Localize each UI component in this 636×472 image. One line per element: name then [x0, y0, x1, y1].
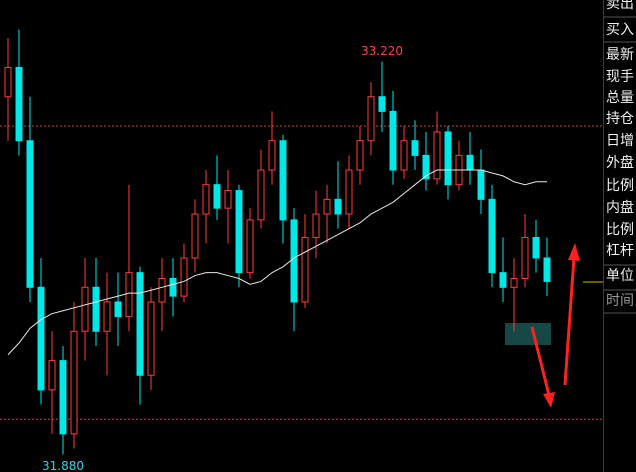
candle-body [202, 184, 210, 215]
side-label: 最新 [606, 47, 634, 63]
candle-body [103, 301, 111, 332]
candle-body [180, 257, 188, 297]
candle-body [136, 272, 144, 376]
candle-body [543, 257, 551, 282]
side-label: 卖出 [606, 0, 634, 12]
candle-body [257, 169, 265, 221]
side-label: 内盘 [606, 199, 634, 216]
side-label: 买入 [606, 22, 634, 38]
arrows [530, 243, 580, 408]
moving-average [7, 169, 547, 356]
side-label: 时间 [606, 293, 634, 309]
candle-body [466, 154, 474, 171]
side-label: 杠杆 [606, 243, 634, 259]
candle-body [422, 154, 430, 180]
side-label: 单位 [606, 268, 634, 284]
side-label: 比例 [606, 222, 634, 238]
arrow-head [543, 392, 555, 408]
candle-body [367, 96, 375, 142]
candle-body [312, 213, 320, 238]
blurred-box [505, 323, 551, 345]
candle-body [433, 131, 441, 180]
candle-body [378, 96, 386, 112]
extreme-label: 33.220 [361, 44, 403, 58]
side-label: 总量 [606, 90, 634, 106]
arrow-head [568, 243, 580, 261]
candle-body [235, 190, 243, 274]
candle-body [521, 236, 529, 280]
candle-body [389, 110, 397, 171]
candle-body [268, 140, 276, 171]
candle-body [345, 169, 353, 215]
candle-body [15, 66, 23, 142]
candle-body [510, 278, 518, 288]
side-label: 外盘 [606, 154, 634, 171]
candle-body [290, 219, 298, 303]
candle-body [400, 140, 408, 171]
candle-body [37, 286, 45, 391]
arrow-up [563, 257, 576, 386]
candle-body [499, 272, 507, 288]
candle-body [356, 140, 364, 171]
candle-body [532, 236, 540, 259]
candle-body [48, 360, 56, 391]
candle-body [246, 219, 254, 274]
candle-body [125, 272, 133, 318]
candle-body [59, 360, 67, 435]
candle-body [147, 301, 155, 376]
candle-body [213, 184, 221, 209]
side-label: 比例 [606, 178, 634, 194]
candle-body [279, 140, 287, 221]
candle-body [158, 278, 166, 303]
candle-body [334, 198, 342, 215]
candle-body [70, 330, 78, 435]
candle-body [92, 286, 100, 332]
candle-body [191, 213, 199, 259]
side-label: 现手 [606, 69, 634, 85]
extreme-label: 31.880 [42, 459, 84, 472]
candle-body [411, 140, 419, 156]
candle-body [444, 131, 452, 186]
candle-body [114, 301, 122, 318]
candle-body [169, 278, 177, 297]
side-label: 持仓 [606, 111, 634, 127]
candle-body [26, 140, 34, 288]
candle-body [323, 198, 331, 215]
candle-body [477, 169, 485, 200]
arrow-down [530, 326, 551, 396]
candle-body [224, 190, 232, 209]
candle-body [488, 198, 496, 274]
candle-body [81, 286, 89, 332]
candle-body [4, 66, 12, 98]
side-label: 日增 [606, 133, 634, 149]
candle-body [301, 236, 309, 303]
